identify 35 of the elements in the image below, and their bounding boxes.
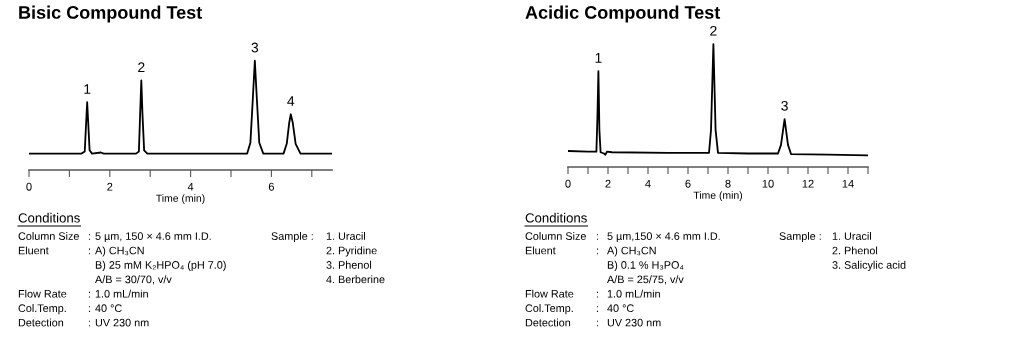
text: 1. Uracil 2. Pyridine 3. Phenol 4. Berberine (326, 232, 385, 284)
x-tick-label: 14 (842, 179, 854, 188)
text: : : : : : (596, 234, 599, 327)
annotation: 1 (84, 84, 91, 94)
chart-title: Bisic Compound Test (19, 5, 203, 23)
annotation: 4 (287, 96, 295, 106)
x-tick-label: 12 (802, 179, 814, 188)
x-tick-label: 2 (107, 182, 113, 191)
text: Conditions (18, 212, 80, 223)
annotation: 2 (710, 25, 717, 36)
text: Sample : (779, 232, 821, 243)
x-tick-label: 10 (762, 179, 774, 188)
x-tick-label: 0 (26, 182, 32, 191)
x-tick-label: 0 (565, 179, 571, 188)
text: Conditions (525, 212, 587, 223)
annotation: 3 (781, 100, 788, 111)
text: 5 µm, 150 × 4.6 mm I.D. A) CH₃CN B) 25 mM K₂HPO₄ (pH 7.0) A/B = 30/70, v/v 1.0 mL/min 40 °C UV 230 nm (95, 232, 226, 327)
x-axis-title: Time (min) (156, 194, 205, 204)
text: Column Size Eluent Flow Rate Col.Temp. Detection (18, 232, 79, 327)
x-tick-label: 2 (605, 179, 611, 188)
annotation: 3 (251, 42, 259, 53)
text: Column Size Eluent Flow Rate Col.Temp. Detection (525, 232, 586, 327)
x-axis-title: Time (min) (693, 191, 743, 201)
x-tick-label: 8 (725, 179, 731, 188)
chart-title: Acidic Compound Test (525, 5, 721, 23)
text: Sample : (271, 232, 313, 243)
text: 5 µm,150 × 4.6 mm I.D. A) CH₃CN B) 0.1 % H₃PO₄ A/B = 25/75, v/v 1.0 mL/min 40 °C UV 230 nm (607, 232, 720, 327)
annotation: 1 (595, 53, 602, 63)
text: : : : : : (88, 234, 91, 327)
text: 1. Uracil 2. Phenol 3. Salicylic acid (832, 232, 906, 271)
x-tick-label: 6 (268, 182, 274, 191)
x-tick-label: 6 (685, 179, 691, 188)
x-tick-label: 4 (187, 182, 194, 191)
x-tick-label: 4 (645, 179, 651, 188)
annotation: 2 (138, 62, 145, 72)
